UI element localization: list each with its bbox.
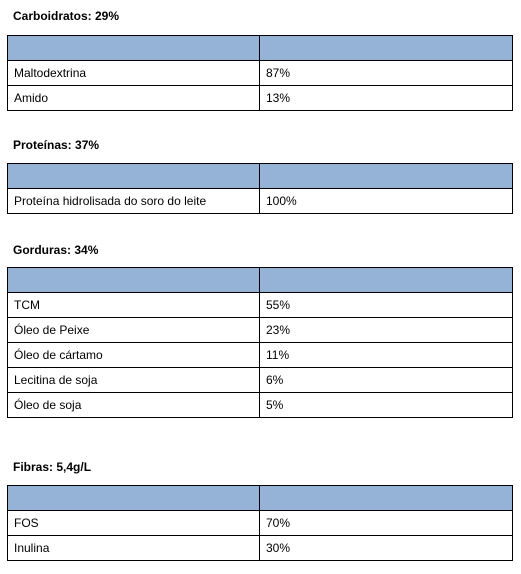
section-title: Carboidratos: 29% [13, 9, 120, 23]
ingredient-cell: FOS [7, 510, 260, 536]
table-row: Amido 13% [7, 85, 513, 111]
header-cell [7, 485, 260, 511]
ingredient-cell: Lecitina de soja [7, 367, 260, 393]
header-cell [7, 163, 260, 189]
header-cell [259, 163, 513, 189]
ingredient-table: FOS 70% Inulina 30% [7, 485, 513, 561]
header-cell [259, 267, 513, 293]
percentage-cell: 11% [259, 342, 513, 368]
table-header [7, 35, 513, 61]
percentage-cell: 6% [259, 367, 513, 393]
ingredient-cell: Proteína hidrolisada do soro do leite [7, 188, 260, 214]
ingredient-cell: Óleo de cártamo [7, 342, 260, 368]
ingredient-cell: Óleo de Peixe [7, 317, 260, 343]
table-row: Maltodextrina 87% [7, 60, 513, 86]
section-title: Proteínas: 37% [13, 138, 100, 152]
table-row: Lecitina de soja 6% [7, 367, 513, 393]
percentage-cell: 87% [259, 60, 513, 86]
ingredient-cell: Inulina [7, 535, 260, 561]
header-cell [259, 485, 513, 511]
ingredient-cell: Amido [7, 85, 260, 111]
table-row: FOS 70% [7, 510, 513, 536]
ingredient-table: TCM 55% Óleo de Peixe 23% Óleo de cártamo 11%… [7, 267, 513, 418]
ingredient-table: Proteína hidrolisada do soro do leite 100… [7, 163, 513, 214]
percentage-cell: 30% [259, 535, 513, 561]
header-cell [7, 267, 260, 293]
table-row: Proteína hidrolisada do soro do leite 100… [7, 188, 513, 214]
percentage-cell: 70% [259, 510, 513, 536]
percentage-cell: 5% [259, 392, 513, 418]
table-header [7, 267, 513, 293]
ingredient-table: Maltodextrina 87% Amido 13% [7, 35, 513, 111]
table-header [7, 163, 513, 189]
percentage-cell: 55% [259, 292, 513, 318]
percentage-cell: 23% [259, 317, 513, 343]
percentage-cell: 100% [259, 188, 513, 214]
table-header [7, 485, 513, 511]
section-title: Gorduras: 34% [13, 243, 99, 257]
ingredient-cell: Maltodextrina [7, 60, 260, 86]
table-row: Óleo de cártamo 11% [7, 342, 513, 368]
table-row: Óleo de soja 5% [7, 392, 513, 418]
ingredient-cell: Óleo de soja [7, 392, 260, 418]
ingredient-cell: TCM [7, 292, 260, 318]
table-row: Óleo de Peixe 23% [7, 317, 513, 343]
section-title: Fibras: 5,4g/L [13, 460, 92, 474]
table-row: TCM 55% [7, 292, 513, 318]
table-row: Inulina 30% [7, 535, 513, 561]
header-cell [7, 35, 260, 61]
header-cell [259, 35, 513, 61]
percentage-cell: 13% [259, 85, 513, 111]
